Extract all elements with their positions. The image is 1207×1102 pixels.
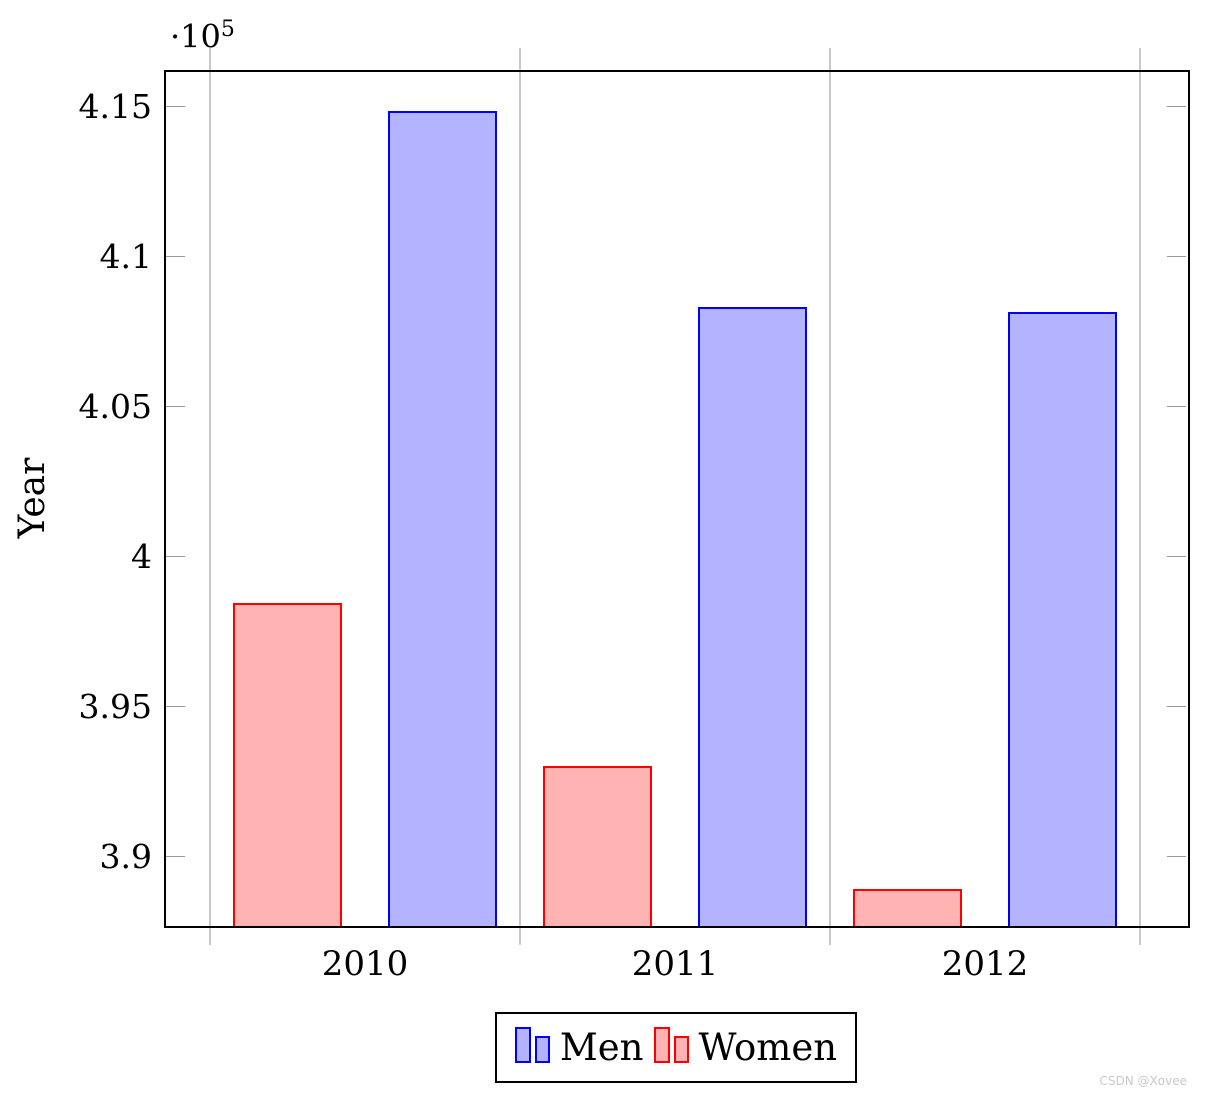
y-axis-multiplier-exponent: 5 [220, 17, 235, 42]
gridline [209, 48, 211, 945]
y-axis-multiplier-base: ·10 [170, 17, 221, 56]
men-bar-swatch-icon [514, 1026, 531, 1063]
y-tick-mark [166, 105, 185, 108]
y-tick-label: 4 [131, 536, 152, 576]
y-tick-mark [166, 255, 185, 258]
x-tick-label: 2011 [631, 944, 719, 984]
legend: Men Women [495, 1012, 857, 1083]
y-tick-mark [1167, 555, 1186, 558]
bar-women-2010 [233, 602, 342, 928]
bar-men-2010 [388, 110, 497, 928]
bar-women-2012 [853, 889, 962, 928]
bar-men-2011 [698, 306, 807, 928]
x-tick-label: 2010 [321, 944, 409, 984]
bar-men-2012 [1008, 311, 1117, 928]
legend-marker-women [653, 1026, 689, 1063]
y-tick-label: 4.15 [78, 86, 152, 126]
y-tick-mark [1167, 705, 1186, 708]
gridline [1139, 48, 1141, 945]
legend-label-men: Men [559, 1026, 644, 1069]
bar-women-2011 [543, 765, 652, 928]
women-bar-swatch-icon [653, 1026, 670, 1063]
y-tick-mark [166, 555, 185, 558]
y-tick-mark [166, 855, 185, 858]
gridline [519, 48, 521, 945]
y-tick-label: 4.05 [78, 386, 152, 426]
x-tick-label: 2012 [941, 944, 1029, 984]
y-tick-mark [1167, 405, 1186, 408]
men-bar-swatch-icon [534, 1035, 550, 1063]
y-axis-multiplier: ·105 [170, 13, 235, 54]
y-tick-label: 4.1 [99, 236, 152, 276]
legend-marker-men [514, 1026, 550, 1063]
gridline [829, 48, 831, 945]
y-tick-mark [166, 405, 185, 408]
watermark: CSDN @Xovee [1099, 1074, 1187, 1088]
legend-label-women: Women [698, 1026, 838, 1069]
y-tick-label: 3.9 [99, 836, 152, 876]
women-bar-swatch-icon [673, 1035, 689, 1063]
y-tick-mark [1167, 855, 1186, 858]
y-tick-label: 3.95 [78, 686, 152, 726]
y-tick-mark [1167, 105, 1186, 108]
y-tick-mark [1167, 255, 1186, 258]
y-tick-mark [166, 705, 185, 708]
